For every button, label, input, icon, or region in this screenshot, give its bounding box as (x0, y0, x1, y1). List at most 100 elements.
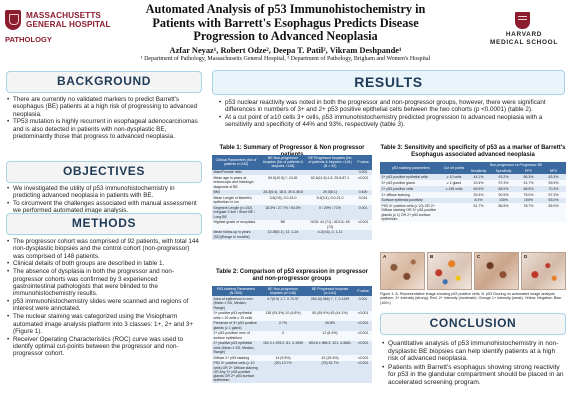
table-cell: 3+ p53 positive gland (380, 180, 442, 186)
hms-logo: HARVARD MEDICAL SCHOOL (480, 12, 568, 46)
table-cell: 10.4% (466, 180, 491, 186)
table3-header: Specificity (491, 168, 516, 175)
mgh-logo-line3: PATHOLOGY (5, 35, 52, 44)
table-row: P53 3+ positive cells (≥ 10 cells) OR 2+… (212, 360, 372, 384)
panel-label: D (524, 254, 528, 259)
table-cell: 44.1% (466, 174, 491, 181)
table-cell: <0.001 (354, 219, 372, 230)
table2-header: BE Non-progressor biopsies (n=148) (260, 286, 306, 297)
table-cell: 54.5(10.5);7, 24-81 (260, 175, 306, 190)
table1-header: Clinical Parameters (No of patients n=24… (212, 155, 260, 170)
table-cell: 2+ diffuse staining (380, 191, 442, 198)
table-row: 2+ p53 positive/ mm² of surface epitheli… (212, 330, 372, 341)
authors: Azfar Neyaz¹, Robert Odze², Deepa T. Pat… (169, 45, 402, 55)
table-cell (354, 229, 372, 240)
list-item: The progressor cohort was comprised of 9… (7, 238, 201, 260)
table-cell: 62.6(11.5);1.5, 29.5-87.1 (306, 175, 354, 190)
table-cell: 0 (260, 330, 306, 341)
table-cell (306, 169, 354, 176)
table-cell: 75.0% (516, 191, 541, 198)
table-cell: P53 3+ positive cells (≥ 10) OR 2+ Diffu… (380, 203, 442, 222)
table-cell: Area of epithelium in mm² (Mean ± SD, Me… (212, 296, 260, 311)
table-cell: Male/Female ratio (212, 169, 260, 176)
list-item: To circumvent the challenges associated … (7, 200, 201, 215)
methods-heading: METHODS (6, 213, 202, 235)
table-cell: 18.3% / 27.7% / 54.0% (260, 205, 306, 220)
table-cell: 28.3(5.4), 18.5, 39.5-48.8 (260, 189, 306, 196)
table-row: 3+ positive p53 epithelial cells < 10 ce… (212, 310, 372, 321)
conclusion-section: Quantitative analysis of p53 immunohisto… (382, 340, 566, 387)
table-cell: 59.9% (541, 180, 567, 186)
figure1-caption: Figure 1: A. Representative image showin… (380, 292, 563, 305)
list-item: We investigated the utility of p53 immun… (7, 185, 201, 200)
table-cell: 63.3% (541, 174, 567, 181)
table-cell: 3.6(2.8), 0.0-15.0 (260, 195, 306, 206)
list-item: Patients with Barrett's esophagus showin… (382, 364, 566, 387)
table-cell: 4.7(5.9) 1.7, 0-70.97 (260, 296, 306, 311)
table-cell: 151.0 ± 225.2, 81, 0-1595 (260, 340, 306, 355)
table-row: P53 3+ positive cells (≥ 10) OR 2+ Diffu… (380, 203, 567, 222)
table-cell: P53 3+ positive cells (≥ 10 cells) OR 2+… (212, 360, 260, 384)
table-row: 3+ p53 positive epithelial cells ≥ 10 cel… (380, 174, 567, 181)
table-cell: 100% (516, 197, 541, 204)
methods-section: The progressor cohort was comprised of 9… (7, 238, 201, 358)
table-cell: 97.3% (491, 180, 516, 186)
table2-header: P53 staining Parameters (N=305) (212, 286, 260, 297)
shield-icon (515, 12, 530, 29)
table-cell: ≥ 1 gland (442, 180, 466, 186)
table-cell: 80 (55.9%) 63 (44.1%) (306, 310, 354, 321)
table-cell: <0.001 (354, 320, 372, 331)
table-cell: <0.001 (354, 340, 372, 355)
table-cell: 10.28(5.1), 12, 1-24 (260, 229, 306, 240)
table-cell (442, 203, 466, 222)
mgh-logo: MASSACHUSETTS GENERAL HOSPITAL PATHOLOGY (5, 10, 110, 56)
table-cell: <0.001 (354, 310, 372, 321)
table-cell: 86.3% (516, 174, 541, 181)
table-cell: 4.2(4.6), 2, 1-11 (306, 229, 354, 240)
table-row: 2+ diffuse staining 29.4% 90.5% 75.0% 57.3% (380, 191, 567, 198)
table-cell: 12 (8.4%) (306, 330, 354, 341)
title-line-3: Progression to Advanced Neoplasia (193, 29, 378, 44)
results-summary: p53 nuclear reactivity was noted in both… (219, 99, 565, 129)
micrograph-panel-c: C (474, 252, 519, 290)
micrograph-panel-b: B (427, 252, 472, 290)
table-cell: BE (260, 219, 306, 230)
table-cell: 138 (93.3%) 10 (6.8%) (260, 310, 306, 321)
table3-header: Cut off points (442, 162, 466, 175)
table2: P53 staining Parameters (N=305) BE Non-p… (212, 286, 372, 384)
table-cell: 100% (491, 197, 516, 204)
table-cell: 29.4% (466, 191, 491, 198)
table-cell: 2+ positive p53 epithelial cells (Mean ±… (212, 340, 260, 355)
table-cell: Highest grade of neoplasia (212, 219, 260, 230)
table-cell: 0.001 (354, 296, 372, 311)
table-cell: Surface epithelial positivity (380, 197, 442, 204)
table-cell: ≥ 245 cells (442, 186, 466, 192)
results-heading: RESULTS (212, 70, 565, 95)
table-cell: 57.3% (541, 191, 567, 198)
table-cell: 69.9% (466, 186, 491, 192)
table-cell: 8.4% (466, 197, 491, 204)
table-row: 2+ positive p53 epithelial cells (Mean ±… (212, 340, 372, 355)
table-cell: 78.7% (516, 203, 541, 222)
table-cell: 53.0% (541, 197, 567, 204)
table-cell: HGD: 44 (71) / ADCA: 48 (73) (306, 219, 354, 230)
table-cell: (76) 51.7% (306, 360, 354, 384)
list-item: Quantitative analysis of p53 immunohisto… (382, 340, 566, 363)
table-cell: 29.0(6.1) (306, 189, 354, 196)
table-row: 3+ p53 positive gland ≥ 1 gland 10.4% 97.3%… (380, 180, 567, 186)
table-cell: 0.014 (354, 195, 372, 206)
table-cell: 93.2% (491, 174, 516, 181)
table-cell: 26.8% (306, 320, 354, 331)
mgh-logo-line2: GENERAL HOSPITAL (26, 20, 111, 29)
poster-title: Automated Analysis of p53 Immunohistoche… (110, 2, 461, 44)
table1: Clinical Parameters (No of patients n=24… (212, 155, 372, 240)
list-item: p53 immunohistochemistry slides were sca… (7, 298, 201, 313)
table3-subheader: Non-progressor vs Progressor BE (466, 162, 567, 169)
table2-header: BE Progressor biopsies (n=144) (306, 286, 354, 297)
table1-header: BE Progressor biopsies (No of patients &… (306, 155, 354, 170)
table-cell: Mean follow-up in years (SD)(Range in mo… (212, 229, 260, 240)
affiliations: ¹ Department of Pathology, Massachusetts… (140, 55, 431, 62)
table-cell: 86.5% (491, 203, 516, 222)
table-cell (442, 197, 466, 204)
table3-header: Sensitivity (466, 168, 491, 175)
